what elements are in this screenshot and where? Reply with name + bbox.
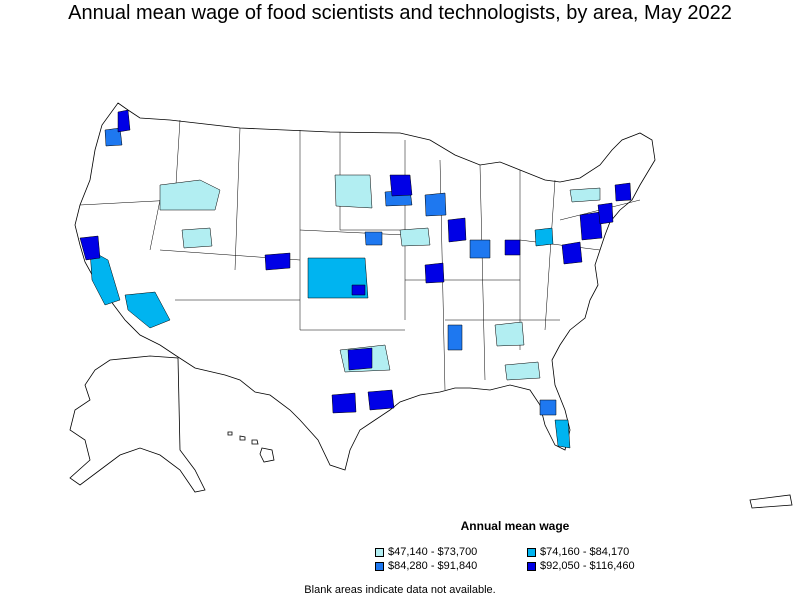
outline-layer xyxy=(69,102,793,509)
legend-label: $47,140 - $73,700 xyxy=(388,546,478,558)
legend-swatch xyxy=(375,561,384,571)
region-tier1 xyxy=(159,174,601,381)
region-georgia xyxy=(447,324,463,351)
region-tampa xyxy=(539,399,557,416)
region-alabama xyxy=(504,361,541,381)
region-chicago xyxy=(447,217,467,243)
legend-item: $74,160 - $84,170 xyxy=(527,546,629,558)
region-utah xyxy=(181,227,213,249)
legend-swatch xyxy=(375,547,384,557)
region-sf xyxy=(79,235,101,261)
region-oregon xyxy=(104,127,123,147)
region-omaha xyxy=(351,284,366,296)
region-boston xyxy=(614,182,632,202)
legend-item: $84,280 - $91,840 xyxy=(375,560,477,572)
region-dallas xyxy=(347,347,373,371)
region-stlouis xyxy=(424,262,445,284)
region-seattle xyxy=(117,109,131,133)
legend-title: Annual mean wage xyxy=(460,519,570,533)
alaska-outline xyxy=(69,355,206,493)
region-tenn xyxy=(494,321,525,347)
region-dakota xyxy=(334,174,373,209)
legend-label: $92,050 - $116,460 xyxy=(540,560,635,572)
region-indiana xyxy=(469,239,491,259)
legend-swatch xyxy=(527,561,536,571)
legend-swatch xyxy=(527,547,536,557)
region-denver xyxy=(264,252,291,271)
region-austin xyxy=(331,392,357,414)
region-cincy xyxy=(504,239,521,256)
region-iowa xyxy=(399,227,431,247)
map-title: Annual mean wage of food scientists and … xyxy=(68,2,732,24)
region-nyc xyxy=(597,202,614,225)
legend-label: $74,160 - $84,170 xyxy=(540,546,630,558)
region-dc xyxy=(561,241,583,265)
legend-label: $84,280 - $91,840 xyxy=(388,560,478,572)
region-florida xyxy=(554,419,571,449)
region-wisc xyxy=(424,192,447,217)
region-ny xyxy=(569,187,601,203)
region-mpls xyxy=(389,174,413,197)
region-tier4 xyxy=(79,109,632,414)
region-missouri xyxy=(364,231,383,246)
region-houston xyxy=(367,389,395,411)
hawaii-islands xyxy=(227,431,275,463)
puerto-rico xyxy=(749,494,793,509)
region-phila xyxy=(579,211,603,241)
region-socal xyxy=(124,291,171,329)
region-tier3 xyxy=(104,127,557,416)
legend-item: $47,140 - $73,700 xyxy=(375,546,477,558)
region-idaho xyxy=(159,179,221,211)
region-tier2 xyxy=(89,227,571,449)
region-ohio xyxy=(534,227,554,247)
blank-areas-note: Blank areas indicate data not available. xyxy=(304,584,496,596)
region-calcoast xyxy=(89,249,121,306)
legend-item: $92,050 - $116,460 xyxy=(527,560,635,572)
